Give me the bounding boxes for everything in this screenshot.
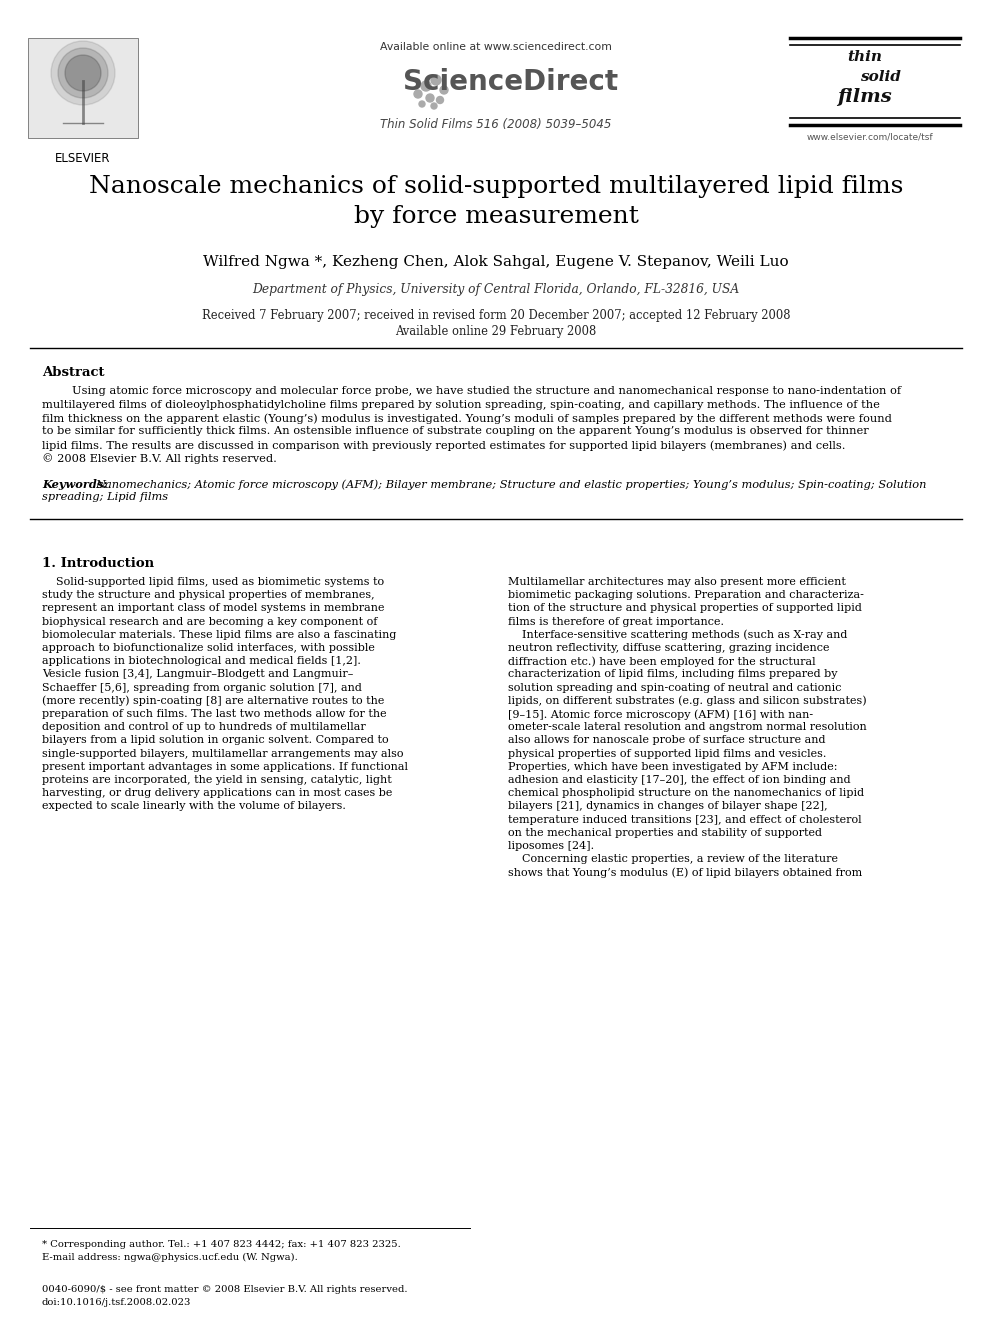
Text: chemical phospholipid structure on the nanomechanics of lipid: chemical phospholipid structure on the n… [508, 789, 864, 798]
Text: (more recently) spin-coating [8] are alternative routes to the: (more recently) spin-coating [8] are alt… [42, 696, 384, 706]
Text: lipid films. The results are discussed in comparison with previously reported es: lipid films. The results are discussed i… [42, 441, 845, 451]
Text: solution spreading and spin-coating of neutral and cationic: solution spreading and spin-coating of n… [508, 683, 841, 693]
Text: temperature induced transitions [23], and effect of cholesterol: temperature induced transitions [23], an… [508, 815, 862, 824]
Text: by force measurement: by force measurement [353, 205, 639, 228]
Text: neutron reflectivity, diffuse scattering, grazing incidence: neutron reflectivity, diffuse scattering… [508, 643, 829, 654]
Text: biophysical research and are becoming a key component of: biophysical research and are becoming a … [42, 617, 377, 627]
Text: 0040-6090/$ - see front matter © 2008 Elsevier B.V. All rights reserved.: 0040-6090/$ - see front matter © 2008 El… [42, 1285, 408, 1294]
Text: Interface-sensitive scattering methods (such as X-ray and: Interface-sensitive scattering methods (… [508, 630, 847, 640]
Text: liposomes [24].: liposomes [24]. [508, 841, 594, 851]
Text: bilayers from a lipid solution in organic solvent. Compared to: bilayers from a lipid solution in organi… [42, 736, 389, 745]
Text: Thin Solid Films 516 (2008) 5039–5045: Thin Solid Films 516 (2008) 5039–5045 [380, 118, 612, 131]
Text: doi:10.1016/j.tsf.2008.02.023: doi:10.1016/j.tsf.2008.02.023 [42, 1298, 191, 1307]
Text: Nanomechanics; Atomic force microscopy (AFM); Bilayer membrane; Structure and el: Nanomechanics; Atomic force microscopy (… [95, 479, 927, 490]
Text: Abstract: Abstract [42, 366, 104, 378]
Text: ScienceDirect: ScienceDirect [404, 67, 619, 97]
Text: Keywords:: Keywords: [42, 479, 107, 490]
Circle shape [51, 41, 115, 105]
FancyBboxPatch shape [28, 38, 138, 138]
Circle shape [65, 56, 101, 91]
Text: Nanoscale mechanics of solid-supported multilayered lipid films: Nanoscale mechanics of solid-supported m… [89, 175, 903, 198]
Text: bilayers [21], dynamics in changes of bilayer shape [22],: bilayers [21], dynamics in changes of bi… [508, 802, 827, 811]
Text: film thickness on the apparent elastic (Young’s) modulus is investigated. Young’: film thickness on the apparent elastic (… [42, 413, 892, 423]
Text: Solid-supported lipid films, used as biomimetic systems to: Solid-supported lipid films, used as bio… [42, 577, 384, 587]
Circle shape [431, 75, 441, 85]
Text: present important advantages in some applications. If functional: present important advantages in some app… [42, 762, 408, 771]
Text: Properties, which have been investigated by AFM include:: Properties, which have been investigated… [508, 762, 837, 771]
Text: single-supported bilayers, multilamellar arrangements may also: single-supported bilayers, multilamellar… [42, 749, 404, 758]
Text: on the mechanical properties and stability of supported: on the mechanical properties and stabili… [508, 828, 822, 837]
Circle shape [414, 90, 422, 98]
Circle shape [440, 86, 448, 94]
Text: Received 7 February 2007; received in revised form 20 December 2007; accepted 12: Received 7 February 2007; received in re… [201, 310, 791, 321]
Text: biomolecular materials. These lipid films are also a fascinating: biomolecular materials. These lipid film… [42, 630, 397, 640]
Text: films is therefore of great importance.: films is therefore of great importance. [508, 617, 724, 627]
Circle shape [58, 48, 108, 98]
Text: tion of the structure and physical properties of supported lipid: tion of the structure and physical prope… [508, 603, 862, 614]
Text: to be similar for sufficiently thick films. An ostensible influence of substrate: to be similar for sufficiently thick fil… [42, 426, 869, 437]
Text: shows that Young’s modulus (E) of lipid bilayers obtained from: shows that Young’s modulus (E) of lipid … [508, 868, 862, 878]
Text: preparation of such films. The last two methods allow for the: preparation of such films. The last two … [42, 709, 387, 718]
Text: represent an important class of model systems in membrane: represent an important class of model sy… [42, 603, 385, 614]
Text: spreading; Lipid films: spreading; Lipid films [42, 492, 168, 501]
Text: E-mail address: ngwa@physics.ucf.edu (W. Ngwa).: E-mail address: ngwa@physics.ucf.edu (W.… [42, 1253, 298, 1262]
Text: * Corresponding author. Tel.: +1 407 823 4442; fax: +1 407 823 2325.: * Corresponding author. Tel.: +1 407 823… [42, 1240, 401, 1249]
Text: deposition and control of up to hundreds of multilamellar: deposition and control of up to hundreds… [42, 722, 366, 732]
Text: films: films [837, 89, 893, 106]
Circle shape [436, 97, 443, 103]
Text: multilayered films of dioleoylphosphatidylcholine films prepared by solution spr: multilayered films of dioleoylphosphatid… [42, 400, 880, 410]
Text: Wilfred Ngwa *, Kezheng Chen, Alok Sahgal, Eugene V. Stepanov, Weili Luo: Wilfred Ngwa *, Kezheng Chen, Alok Sahga… [203, 255, 789, 269]
Text: www.elsevier.com/locate/tsf: www.elsevier.com/locate/tsf [806, 132, 933, 142]
Text: Multilamellar architectures may also present more efficient: Multilamellar architectures may also pre… [508, 577, 846, 587]
Text: 1. Introduction: 1. Introduction [42, 557, 154, 570]
Text: biomimetic packaging solutions. Preparation and characteriza-: biomimetic packaging solutions. Preparat… [508, 590, 864, 601]
Text: expected to scale linearly with the volume of bilayers.: expected to scale linearly with the volu… [42, 802, 346, 811]
Text: characterization of lipid films, including films prepared by: characterization of lipid films, includi… [508, 669, 837, 680]
Text: solid: solid [859, 70, 901, 83]
Circle shape [419, 101, 425, 107]
Text: diffraction etc.) have been employed for the structural: diffraction etc.) have been employed for… [508, 656, 815, 667]
Text: applications in biotechnological and medical fields [1,2].: applications in biotechnological and med… [42, 656, 361, 667]
Text: Vesicle fusion [3,4], Langmuir–Blodgett and Langmuir–: Vesicle fusion [3,4], Langmuir–Blodgett … [42, 669, 353, 680]
Circle shape [426, 94, 434, 102]
Circle shape [431, 103, 437, 108]
Text: Concerning elastic properties, a review of the literature: Concerning elastic properties, a review … [508, 855, 838, 864]
Text: harvesting, or drug delivery applications can in most cases be: harvesting, or drug delivery application… [42, 789, 393, 798]
Text: physical properties of supported lipid films and vesicles.: physical properties of supported lipid f… [508, 749, 826, 758]
Text: also allows for nanoscale probe of surface structure and: also allows for nanoscale probe of surfa… [508, 736, 825, 745]
Text: ometer-scale lateral resolution and angstrom normal resolution: ometer-scale lateral resolution and angs… [508, 722, 867, 732]
Text: proteins are incorporated, the yield in sensing, catalytic, light: proteins are incorporated, the yield in … [42, 775, 392, 785]
Text: adhesion and elasticity [17–20], the effect of ion binding and: adhesion and elasticity [17–20], the eff… [508, 775, 850, 785]
Text: Schaeffer [5,6], spreading from organic solution [7], and: Schaeffer [5,6], spreading from organic … [42, 683, 362, 693]
Text: study the structure and physical properties of membranes,: study the structure and physical propert… [42, 590, 375, 601]
Text: Available online at www.sciencedirect.com: Available online at www.sciencedirect.co… [380, 42, 612, 52]
Text: Available online 29 February 2008: Available online 29 February 2008 [396, 325, 596, 337]
Text: © 2008 Elsevier B.V. All rights reserved.: © 2008 Elsevier B.V. All rights reserved… [42, 454, 277, 464]
Text: Using atomic force microscopy and molecular force probe, we have studied the str: Using atomic force microscopy and molecu… [72, 386, 901, 396]
Text: Department of Physics, University of Central Florida, Orlando, FL-32816, USA: Department of Physics, University of Cen… [252, 283, 740, 296]
Text: approach to biofunctionalize solid interfaces, with possible: approach to biofunctionalize solid inter… [42, 643, 375, 654]
Text: thin: thin [847, 50, 883, 64]
Text: [9–15]. Atomic force microscopy (AFM) [16] with nan-: [9–15]. Atomic force microscopy (AFM) [1… [508, 709, 813, 720]
Text: ELSEVIER: ELSEVIER [56, 152, 111, 165]
Text: lipids, on different substrates (e.g. glass and silicon substrates): lipids, on different substrates (e.g. gl… [508, 696, 867, 706]
Circle shape [421, 81, 431, 91]
